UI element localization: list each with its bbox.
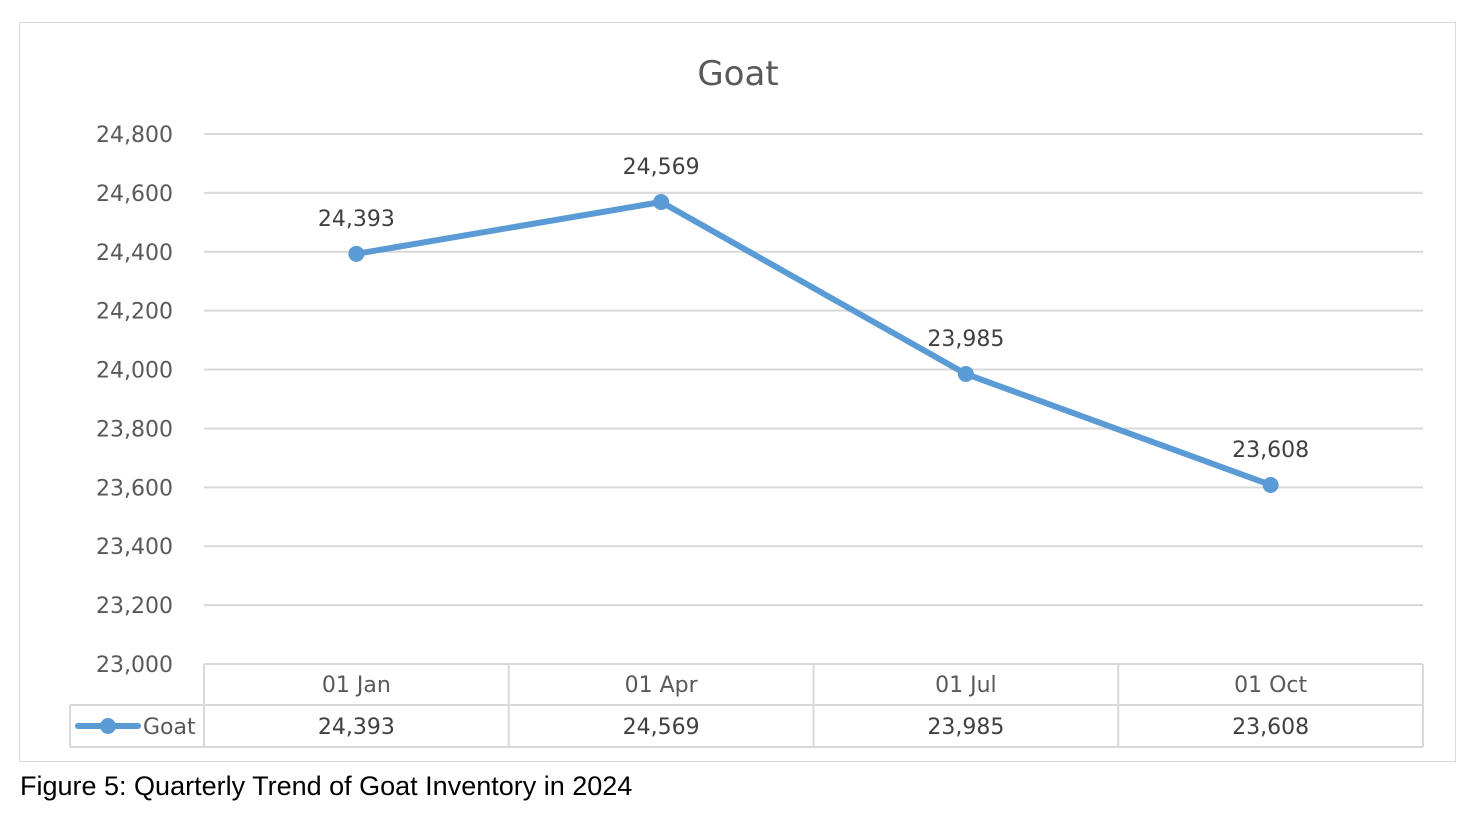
x-category-label: 01 Jan [322, 673, 391, 698]
y-tick-label: 23,600 [96, 476, 173, 501]
series-line-goat [353, 199, 1274, 488]
table-value-cell: 23,985 [927, 715, 1004, 740]
data-point-1 [653, 194, 670, 211]
y-tick-label: 24,200 [96, 300, 173, 325]
table-value-cell: 24,393 [318, 715, 395, 740]
legend-key-marker [100, 718, 116, 734]
y-tick-label: 23,200 [96, 594, 173, 619]
data-point-0 [348, 245, 365, 262]
x-category-label: 01 Jul [935, 673, 997, 698]
y-tick-label: 24,800 [96, 123, 173, 148]
chart-title: Goat [697, 54, 778, 94]
y-tick-label: 24,000 [96, 359, 173, 384]
figure-caption: Figure 5: Quarterly Trend of Goat Invent… [20, 771, 633, 801]
legend-series-name: Goat [143, 715, 196, 740]
y-axis-ticks: 24,800 24,600 24,400 24,200 24,000 23,800 23,6… [96, 123, 173, 678]
y-tick-label: 23,000 [96, 653, 173, 678]
y-tick-label: 23,400 [96, 535, 173, 560]
data-label-0: 24,393 [318, 207, 395, 232]
series-layer [348, 194, 1279, 493]
table-value-cell: 23,608 [1232, 715, 1309, 740]
data-label-3: 23,608 [1232, 438, 1309, 463]
data-point-2 [957, 365, 974, 382]
y-tick-label: 24,400 [96, 241, 173, 266]
data-point-3 [1262, 476, 1279, 493]
y-tick-label: 24,600 [96, 182, 173, 207]
table-value-cell: 24,569 [623, 715, 700, 740]
y-tick-label: 23,800 [96, 417, 173, 442]
grid-layer [204, 133, 1423, 607]
x-category-label: 01 Apr [625, 673, 699, 698]
data-label-layer: 24,393 24,569 23,985 23,608 [318, 155, 1309, 463]
data-label-2: 23,985 [927, 327, 1004, 352]
chart-frame [19, 22, 1456, 762]
x-category-label: 01 Oct [1234, 673, 1307, 698]
chart-svg: Goat 24,800 24,600 24,400 24,200 24,000 23,80… [69, 54, 1424, 748]
data-label-1: 24,569 [623, 155, 700, 180]
data-table: 01 Jan 24,393 01 Apr 24,569 01 Jul 23,985 01 O… [69, 663, 1424, 748]
